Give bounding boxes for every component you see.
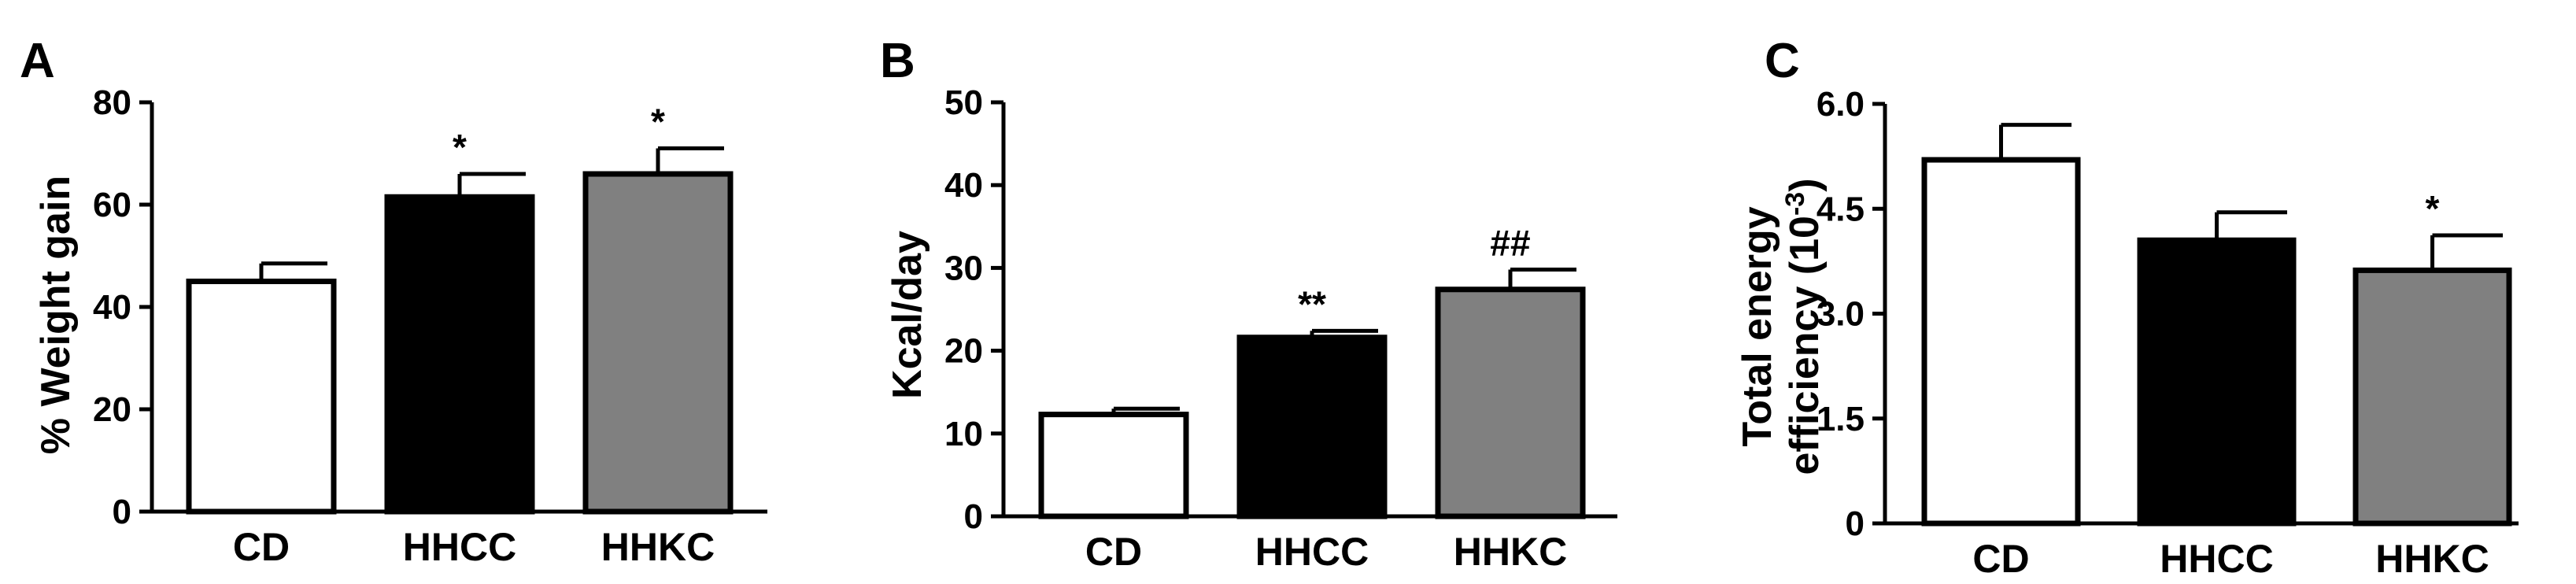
- panel-b: B Kcal/day 0 10 20 30 40 50 ** ## CD HHCC HHKC: [880, 34, 1617, 574]
- panel-c-category-label: CD: [1972, 537, 2029, 581]
- panel-b-y-tick-label: 40: [944, 166, 983, 205]
- panel-c-y-tick-label: 0: [1846, 505, 1865, 543]
- panel-b-category-label: HHKC: [1454, 530, 1567, 574]
- panel-a-y-axis-label: % Weight gain: [33, 176, 79, 454]
- panel-b-y-tick-label: 0: [964, 497, 983, 536]
- panel-b-letter: B: [880, 34, 915, 88]
- panel-b-significance-mark: **: [1298, 283, 1326, 324]
- panel-a-axes: [150, 102, 767, 514]
- panel-b-category-label: HHCC: [1255, 530, 1369, 574]
- panel-b-axes: [1001, 102, 1617, 519]
- panel-a-category-label: HHKC: [601, 525, 715, 569]
- panel-c-y-tick-label: 6.0: [1817, 85, 1865, 124]
- panel-c-letter: C: [1765, 34, 1800, 88]
- panel-a: A % Weight gain 0 20 40 60 80 * * CD HHCC HHKC: [20, 34, 767, 569]
- panel-b-y-axis-label: Kcal/day: [885, 231, 930, 399]
- panel-c-bar-cd: [1921, 157, 2081, 527]
- panel-b-bar-hhcc: [1236, 335, 1388, 519]
- panel-a-bar-hhcc: [384, 194, 535, 515]
- panel-b-category-label: CD: [1085, 530, 1142, 574]
- panel-a-y-tick-label: 0: [113, 493, 131, 531]
- panel-b-y-tick-label: 50: [944, 83, 983, 122]
- panel-b-significance-mark: ##: [1490, 223, 1530, 264]
- panel-c-y-tick-label: 1.5: [1817, 400, 1865, 438]
- panel-b-y-tick-label: 10: [944, 415, 983, 453]
- panel-c: C Total energy efficiency (10-3) 0 1.5 3.0…: [1735, 34, 2519, 581]
- panel-c-bar-hhcc: [2137, 237, 2297, 527]
- panel-a-bar-cd: [186, 279, 337, 515]
- panel-c-y-tick-label: 3.0: [1817, 295, 1865, 334]
- panel-c-y-tick-label: 4.5: [1817, 190, 1865, 228]
- panel-c-category-label: HHCC: [2160, 537, 2273, 581]
- panel-a-significance-mark: *: [453, 127, 467, 168]
- panel-c-significance-mark: *: [2426, 188, 2440, 229]
- panel-a-significance-mark: *: [651, 102, 665, 142]
- panel-c-axes: [1883, 104, 2519, 526]
- panel-c-bar-hhkc: [2352, 267, 2512, 527]
- panel-b-bar-cd: [1038, 412, 1189, 519]
- panel-b-y-tick-label: 20: [944, 332, 983, 371]
- panel-a-y-tick-label: 60: [93, 186, 131, 224]
- panel-a-y-tick-label: 20: [93, 390, 131, 429]
- panel-a-y-tick-label: 80: [93, 83, 131, 122]
- panel-c-category-label: HHKC: [2375, 537, 2489, 581]
- panel-b-bar-hhkc: [1435, 286, 1586, 519]
- panel-a-y-tick-label: 40: [93, 288, 131, 327]
- panel-a-category-label: CD: [233, 525, 290, 569]
- panel-b-y-tick-label: 30: [944, 249, 983, 287]
- panel-a-letter: A: [20, 34, 55, 88]
- panel-a-bar-hhkc: [582, 171, 734, 515]
- panel-c-y-axis-label-line1: Total energy: [1735, 206, 1780, 446]
- panel-c-y-axis-label-line2: efficiency (10-3): [1780, 178, 1828, 475]
- panel-a-category-label: HHCC: [403, 525, 516, 569]
